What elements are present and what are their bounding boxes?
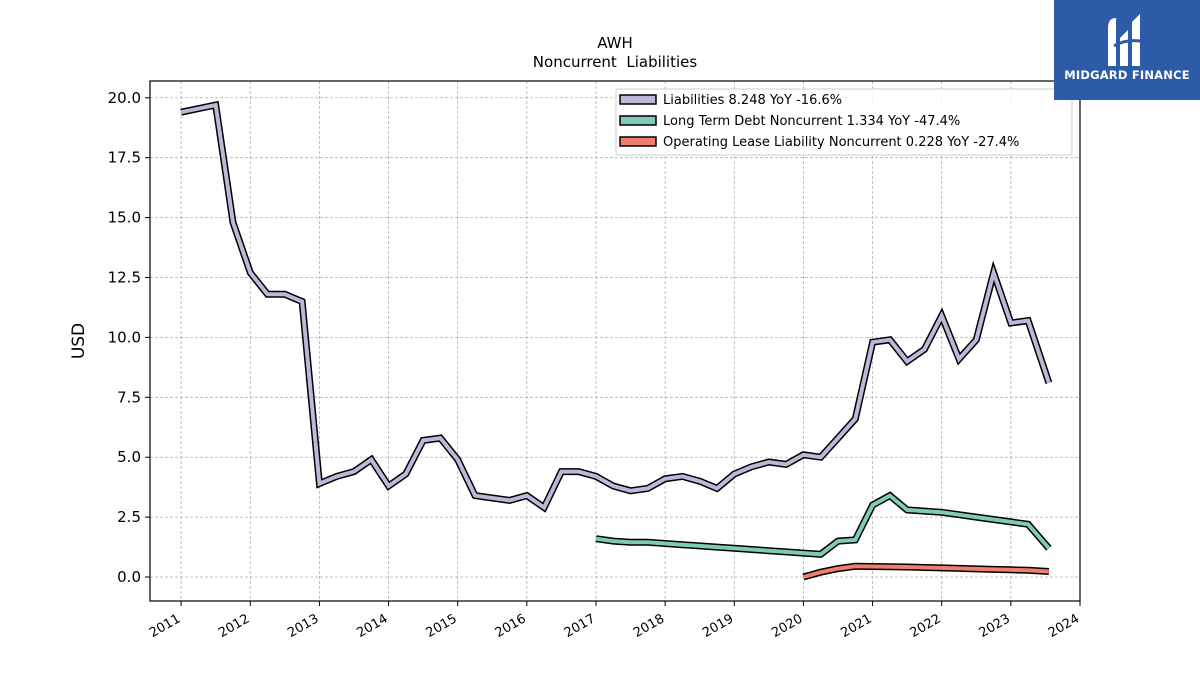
grid-lines: [150, 81, 1081, 601]
x-tick-label: 2015: [424, 611, 460, 641]
brand-logo: MIDGARD FINANCE: [1054, 0, 1200, 100]
x-tick-label: 2014: [354, 611, 390, 641]
legend: Liabilities 8.248 YoY -16.6% Long Term De…: [615, 88, 1073, 156]
y-tick-label: 5.0: [117, 448, 141, 466]
x-tick-label: 2012: [216, 611, 252, 641]
x-tick-label: 2024: [1046, 611, 1082, 641]
y-tick-label: 20.0: [108, 89, 141, 107]
legend-swatch: [619, 136, 657, 147]
x-tick-label: 2022: [908, 611, 944, 641]
legend-box: [615, 88, 1073, 156]
y-tick-label: 10.0: [108, 328, 141, 346]
legend-label: Liabilities 8.248 YoY -16.6%: [663, 93, 842, 108]
x-tick-label: 2013: [285, 611, 321, 641]
legend-label: Operating Lease Liability Noncurrent 0.2…: [663, 135, 1019, 150]
series-line-outline: [180, 100, 1053, 513]
series-line: [802, 564, 1050, 579]
axis-ticks: 2011 2012 2013 2014 2015 2016 2017 2018 2019 2020…: [108, 89, 1082, 641]
x-tick-label: 2018: [631, 611, 667, 641]
series-line-outline: [595, 491, 1052, 558]
plot-frame: [149, 80, 1081, 602]
series-line: [180, 102, 1051, 511]
x-tick-label: 2021: [838, 611, 874, 641]
brand-name: MIDGARD FINANCE: [1064, 68, 1190, 82]
legend-swatch: [619, 115, 657, 126]
series-lines: [180, 100, 1053, 581]
chart-title: AWH: [597, 34, 633, 52]
y-tick-label: 15.0: [108, 209, 141, 227]
legend-swatch: [619, 94, 657, 105]
x-tick-label: 2019: [700, 611, 736, 641]
x-tick-label: 2020: [769, 611, 805, 641]
x-tick-label: 2017: [562, 611, 598, 641]
x-tick-label: 2016: [493, 611, 529, 641]
y-tick-label: 2.5: [117, 508, 141, 526]
y-tick-label: 0.0: [117, 568, 141, 586]
legend-label: Long Term Debt Noncurrent 1.334 YoY -47.…: [663, 114, 960, 129]
x-tick-label: 2023: [977, 611, 1013, 641]
x-tick-label: 2011: [147, 611, 183, 641]
y-tick-label: 17.5: [108, 149, 141, 167]
chart-subtitle: Noncurrent Liabilities: [533, 53, 698, 71]
y-axis-label: USD: [69, 323, 89, 359]
midgard-logo-icon: [1108, 14, 1147, 66]
y-tick-label: 12.5: [108, 268, 141, 286]
y-tick-label: 7.5: [117, 388, 141, 406]
series-line: [595, 493, 1051, 557]
